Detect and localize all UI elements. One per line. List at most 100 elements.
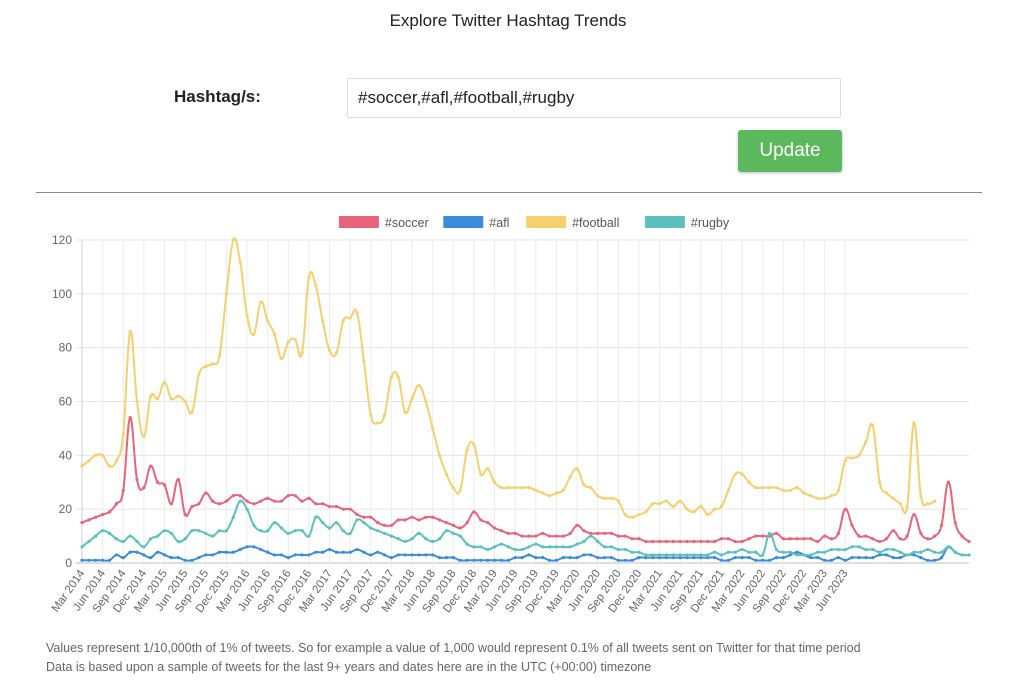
data-point: [362, 550, 366, 554]
data-point: [919, 531, 923, 535]
data-point: [644, 553, 648, 557]
data-point: [836, 547, 840, 552]
data-point: [589, 486, 593, 490]
data-point: [369, 515, 373, 519]
data-point: [781, 488, 785, 492]
y-tick-label: 120: [52, 233, 72, 247]
data-point: [960, 534, 964, 538]
data-point: [458, 526, 462, 530]
data-point: [286, 494, 290, 498]
y-tick-label: 40: [59, 448, 73, 462]
data-point: [520, 534, 524, 538]
data-point: [939, 556, 944, 560]
data-point: [541, 556, 545, 560]
update-button[interactable]: Update: [738, 130, 842, 172]
data-point: [300, 553, 304, 557]
data-point: [795, 550, 799, 554]
data-point: [891, 529, 895, 533]
data-point: [712, 539, 717, 544]
data-point: [602, 556, 607, 560]
data-point: [857, 556, 861, 560]
data-point: [334, 550, 339, 554]
data-point: [685, 507, 689, 511]
data-point: [609, 556, 614, 560]
data-point: [685, 539, 689, 544]
data-point: [884, 491, 889, 495]
data-point: [417, 518, 421, 522]
data-point: [816, 550, 820, 554]
hashtag-input[interactable]: [347, 78, 841, 118]
data-point: [506, 486, 510, 490]
data-point: [314, 515, 318, 519]
data-point: [389, 375, 394, 379]
data-point: [101, 529, 105, 533]
data-point: [162, 553, 167, 557]
data-point: [616, 534, 620, 538]
data-point: [657, 553, 662, 557]
data-point: [101, 558, 105, 562]
data-point: [829, 547, 834, 552]
data-point: [424, 553, 428, 557]
data-point: [671, 556, 675, 560]
data-point: [527, 486, 531, 490]
data-point: [596, 539, 600, 544]
data-point: [788, 537, 792, 541]
data-point: [217, 550, 222, 554]
data-point: [231, 494, 235, 498]
data-point: [396, 518, 400, 522]
data-point: [905, 534, 909, 538]
data-point: [183, 512, 187, 517]
data-point: [348, 550, 352, 554]
data-point: [644, 556, 648, 560]
data-point: [211, 534, 215, 538]
footnote-values: Values represent 1/10,000th of 1% of twe…: [46, 641, 861, 655]
data-point: [217, 502, 222, 506]
data-point: [286, 340, 290, 344]
data-point: [699, 553, 703, 557]
data-point: [946, 480, 950, 484]
y-tick-label: 0: [65, 556, 72, 570]
data-point: [334, 521, 339, 525]
data-point: [506, 545, 510, 549]
data-point: [651, 502, 655, 506]
data-point: [135, 539, 139, 544]
data-point: [101, 453, 105, 457]
data-point: [472, 545, 476, 549]
data-point: [602, 531, 607, 535]
data-point: [245, 545, 249, 549]
data-point: [293, 529, 297, 533]
data-point: [492, 558, 497, 562]
data-point: [224, 292, 228, 296]
data-point: [307, 276, 311, 280]
data-point: [802, 491, 806, 495]
data-point: [162, 483, 167, 487]
data-point: [389, 523, 394, 527]
data-point: [829, 558, 834, 562]
data-point: [369, 413, 373, 417]
data-point: [864, 556, 868, 560]
data-point: [933, 550, 937, 554]
data-point: [912, 553, 916, 557]
data-point: [259, 547, 263, 552]
data-point: [94, 515, 98, 519]
data-point: [939, 523, 944, 527]
data-point: [506, 558, 510, 562]
data-point: [547, 558, 552, 562]
legend-item: #soccer: [338, 216, 429, 230]
data-point: [513, 556, 517, 560]
data-point: [479, 558, 483, 562]
data-point: [314, 502, 318, 506]
data-point: [884, 537, 889, 541]
data-point: [761, 553, 765, 557]
data-point: [836, 531, 840, 535]
data-point: [458, 558, 462, 562]
data-point: [341, 550, 345, 554]
data-point: [169, 556, 173, 560]
data-point: [602, 545, 607, 549]
data-point: [410, 537, 414, 541]
data-point: [630, 515, 634, 519]
data-point: [286, 531, 290, 535]
data-point: [733, 539, 737, 544]
data-point: [788, 553, 792, 557]
data-point: [348, 507, 352, 511]
